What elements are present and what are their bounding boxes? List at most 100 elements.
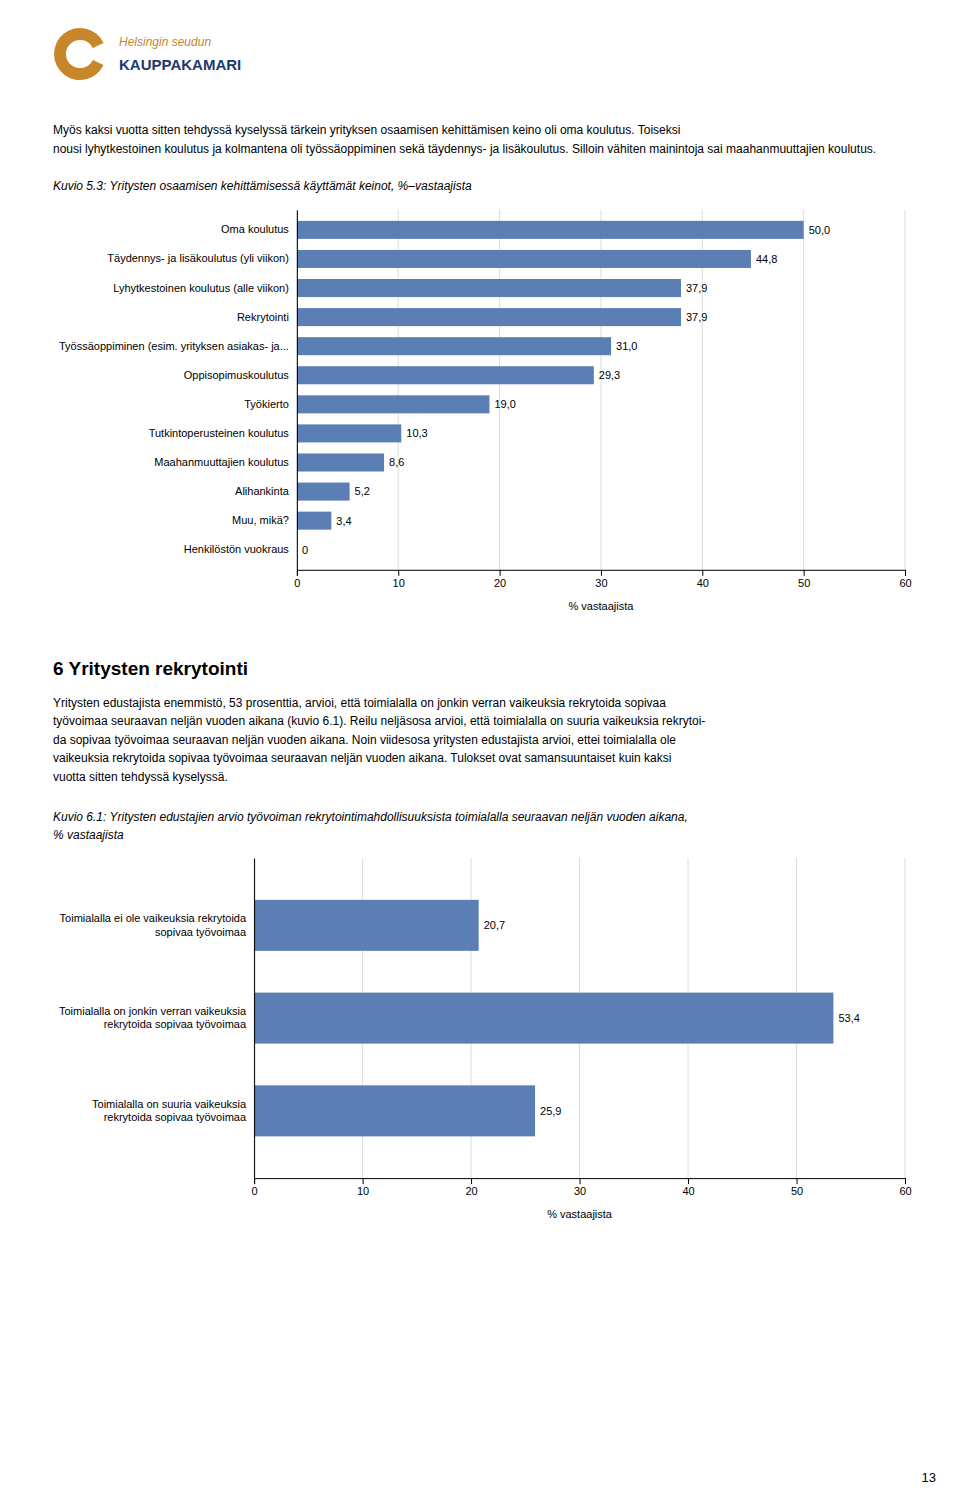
y-tick-label: Muu, mikä?: [232, 514, 289, 526]
chart: Kuvio 5.3: Yritysten osaamisen kehittämi…: [53, 179, 912, 612]
y-tick: Toimialalla on suuria vaikeuksia rekrytoi…: [92, 1097, 254, 1123]
x-tick: 60: [899, 570, 911, 589]
y-tick-label-line: Täydennys- ja lisäkoulutus (yli viikon): [107, 252, 289, 264]
y-tick: Muu, mikä?: [232, 514, 297, 526]
x-tick-mark: [398, 570, 399, 576]
y-tick: Alihankinta: [235, 485, 297, 497]
x-tick: 40: [682, 1178, 694, 1197]
y-tick: Maahanmuuttajien koulutus: [154, 456, 297, 468]
x-tick-mark: [297, 570, 298, 576]
grid: [254, 858, 905, 1178]
grid-line: [803, 210, 804, 570]
x-tick: 50: [798, 570, 810, 589]
y-tick-label-line: Toimialalla on suuria vaikeuksia: [92, 1097, 247, 1109]
grid: [297, 210, 905, 570]
y-tick: Toimialalla ei ole vaikeuksia rekrytoida…: [60, 912, 254, 938]
x-tick: 20: [494, 570, 506, 589]
section-title-line: 6 Yritysten rekrytointi: [53, 658, 248, 679]
data-label: 5,2: [355, 485, 370, 497]
y-tick-label-line: Tutkintoperusteinen koulutus: [149, 427, 290, 439]
grid-line: [254, 858, 255, 1178]
section-text-line: da sopivaa työvoimaa seuraavan neljän vu…: [53, 733, 676, 747]
bar: [297, 221, 804, 239]
data-label: 20,7: [484, 919, 505, 931]
x-tick-mark: [702, 570, 703, 576]
x-axis-line: [297, 570, 905, 576]
chart: Kuvio 6.1: Yritysten edustajien arvio ty…: [53, 810, 912, 1221]
header-text-line: nousi lyhytkestoinen koulutus ja kolmant…: [53, 142, 876, 156]
x-tick-label: 60: [899, 577, 911, 589]
y-tick-label: Toimialalla on suuria vaikeuksia rekrytoi…: [92, 1097, 247, 1123]
logo-text: KAUPPAKAMARI: [119, 56, 241, 73]
data-label: 37,9: [686, 282, 707, 294]
header-text: Myös kaksi vuotta sitten tehdyssä kysely…: [53, 123, 876, 156]
y-tick: Lyhytkestoinen koulutus (alle viikon): [113, 282, 297, 294]
y-tick-label-line: Oma koulutus: [221, 223, 289, 235]
x-tick-label: 20: [465, 1185, 477, 1197]
chart-title: Kuvio 5.3: Yritysten osaamisen kehittämi…: [53, 179, 472, 193]
grid-line: [905, 858, 906, 1178]
y-tick-label-line: Työssäoppiminen (esim. yrityksen asiakas…: [59, 340, 289, 352]
data-labels: 20,753,425,9: [484, 919, 860, 1117]
y-tick-label: Oma koulutus: [221, 223, 289, 235]
chart-title: Kuvio 6.1: Yritysten edustajien arvio ty…: [53, 810, 688, 842]
x-tick-mark: [905, 570, 906, 576]
y-tick: Henkilöstön vuokraus: [184, 543, 297, 555]
header-text-line: Myös kaksi vuotta sitten tehdyssä kysely…: [53, 123, 680, 137]
x-tick-label: 60: [899, 1185, 911, 1197]
bar: [297, 483, 350, 501]
data-label: 0: [302, 544, 308, 556]
bars: [254, 900, 833, 1137]
logo: Helsingin seudunKAUPPAKAMARI: [54, 28, 241, 80]
x-tick: 10: [357, 1178, 369, 1197]
y-axis-line: [254, 859, 255, 1179]
bar: [297, 395, 490, 413]
data-label: 31,0: [616, 340, 637, 352]
y-tick-label-line: rekrytoida sopivaa työvoimaa: [104, 1018, 247, 1030]
x-tick-label: 50: [791, 1185, 803, 1197]
y-tick-label-line: Alihankinta: [235, 485, 290, 497]
section-text: Yritysten edustajista enemmistö, 53 pros…: [53, 696, 705, 784]
bar: [254, 1085, 535, 1136]
bar: [297, 366, 594, 384]
section-title: 6 Yritysten rekrytointi: [53, 658, 248, 679]
x-tick-label: 30: [574, 1185, 586, 1197]
y-tick-label-line: Työkierto: [244, 398, 289, 410]
x-tick-label: 0: [294, 577, 300, 589]
x-tick-label: 50: [798, 577, 810, 589]
y-tick-label: Oppisopimuskoulutus: [184, 369, 290, 381]
y-tick: Täydennys- ja lisäkoulutus (yli viikon): [107, 252, 297, 264]
x-tick-mark: [580, 1178, 581, 1184]
chart-title-line: Kuvio 6.1: Yritysten edustajien arvio ty…: [53, 810, 688, 824]
y-tick-label: Maahanmuuttajien koulutus: [154, 456, 289, 468]
data-label: 8,6: [389, 456, 404, 468]
data-label: 10,3: [406, 427, 427, 439]
y-tick-label: Toimialalla ei ole vaikeuksia rekrytoida…: [60, 912, 247, 938]
x-axis-title: % vastaajista: [547, 1208, 613, 1220]
x-tick: 50: [791, 1178, 803, 1197]
y-tick-label: Henkilöstön vuokraus: [184, 543, 290, 555]
page-number: 13: [922, 1470, 936, 1485]
data-label: 44,8: [756, 253, 777, 265]
bar: [297, 250, 751, 268]
y-tick: Työssäoppiminen (esim. yrityksen asiakas…: [59, 340, 297, 352]
x-axis: 0102030405060: [294, 570, 911, 589]
x-tick-mark: [601, 570, 602, 576]
x-tick-label: 10: [357, 1185, 369, 1197]
y-tick-label: Alihankinta: [235, 485, 290, 497]
x-tick: 30: [574, 1178, 586, 1197]
y-tick: Oppisopimuskoulutus: [184, 369, 297, 381]
y-tick-label: Täydennys- ja lisäkoulutus (yli viikon): [107, 252, 289, 264]
bar: [297, 453, 384, 471]
x-tick: 40: [697, 570, 709, 589]
y-tick-label-line: Henkilöstön vuokraus: [184, 543, 290, 555]
y-tick-label-line: rekrytoida sopivaa työvoimaa: [104, 1111, 247, 1123]
y-tick-label-line: Maahanmuuttajien koulutus: [154, 456, 289, 468]
y-axis: Oma koulutus Täydennys- ja lisäkoulutus (…: [59, 210, 297, 570]
y-tick: Työkierto: [244, 398, 297, 410]
x-tick-mark: [471, 1178, 472, 1184]
y-tick: Oma koulutus: [221, 223, 297, 235]
x-tick-mark: [500, 570, 501, 576]
chart-title-line: % vastaajista: [53, 828, 124, 842]
y-tick-label-line: Toimialalla on jonkin verran vaikeuksia: [59, 1005, 247, 1017]
